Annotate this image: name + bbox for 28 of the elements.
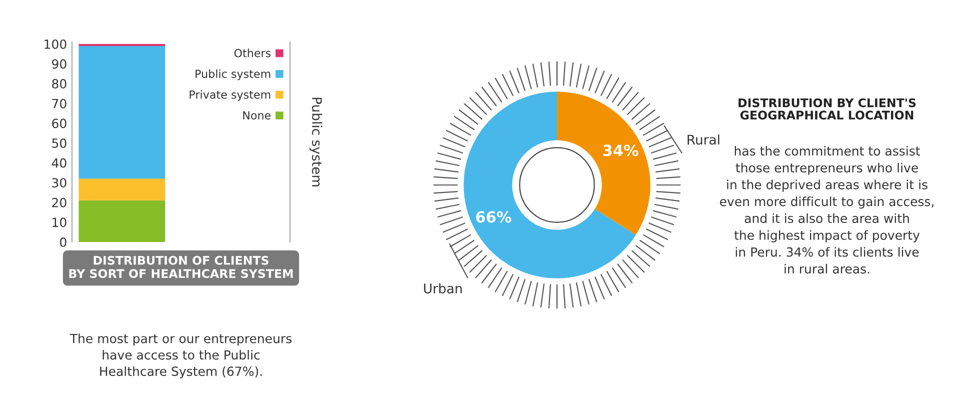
text: DISTRIBUTION OF CLIENTS BY SORT OF HEALTHCARE SYSTEM [69, 256, 293, 278]
y-tick-label: 90 [52, 59, 66, 69]
y-axis-title: Public system [309, 98, 322, 186]
y-tick-label: 40 [52, 158, 66, 168]
slice-label: Urban [424, 283, 462, 294]
bar [78, 46, 166, 179]
bar [78, 200, 166, 242]
y-tick-label: 70 [52, 98, 66, 108]
legend-label: Others [234, 48, 271, 58]
data-label: 66% [476, 211, 512, 223]
y-tick-label: 80 [52, 79, 66, 89]
legend-label: Private system [190, 90, 270, 101]
y-tick-label: 30 [52, 178, 66, 188]
text: The most part or our entrepreneurs have access to the Public Healthcare System (67%). [70, 334, 292, 378]
y-tick-label: 60 [52, 118, 66, 128]
slice-label: Rural [688, 134, 720, 145]
text: DISTRIBUTION BY CLIENT'S GEOGRAPHICAL LOCATION [738, 98, 916, 120]
legend-label: None [243, 111, 271, 120]
y-tick-label: 50 [52, 138, 66, 148]
y-tick-label: 100 [44, 39, 66, 49]
donut-slice [557, 92, 650, 236]
data-label: 34% [603, 144, 638, 156]
legend-label: Public system [196, 69, 270, 80]
y-tick-label: 10 [52, 218, 66, 228]
bar [78, 178, 166, 200]
y-tick-label: 0 [60, 237, 66, 247]
text: has the commitment to assist those entrepreneurs who live in the deprived areas where it is even more difficult to gain access, and it is also the area with the highest impact of poverty in Peru. 34% of its clients live in rural areas. [720, 146, 934, 274]
y-tick-label: 20 [52, 198, 66, 208]
